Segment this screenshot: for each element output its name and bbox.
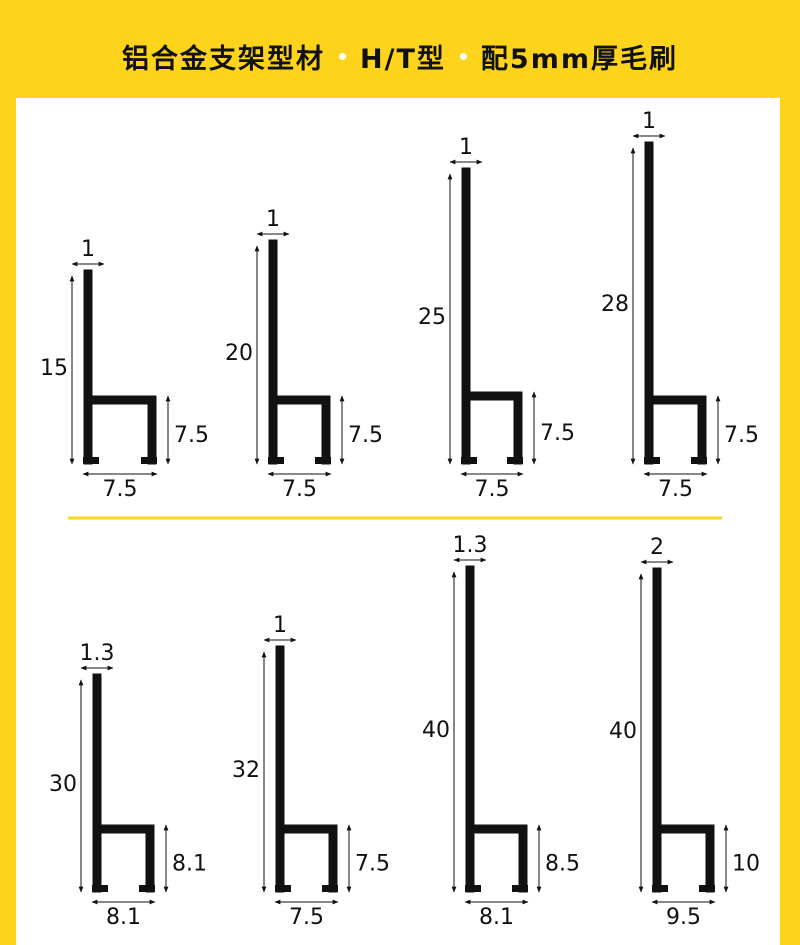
thickness-label: 1 (266, 207, 280, 232)
profile-foot (699, 885, 715, 892)
profile-foot (644, 457, 660, 464)
separator-dot (339, 52, 347, 60)
thickness-label: 1 (642, 109, 656, 134)
height-label: 40 (609, 719, 637, 744)
profile-foot (322, 885, 338, 892)
title-product: 铝合金支架型材 (122, 43, 326, 75)
leg-label: 7.5 (540, 421, 575, 446)
profile-foot (268, 457, 284, 464)
leg-label: 8.1 (172, 852, 207, 877)
profile-5: 30 1.3 8.1 8.1 (49, 641, 207, 930)
title-brush: 配5mm厚毛刷 (480, 43, 678, 75)
leg-label: 7.5 (724, 423, 759, 448)
thickness-label: 1.3 (453, 533, 488, 558)
profile-foot (315, 457, 331, 464)
height-label: 32 (232, 758, 260, 783)
leg-label: 7.5 (174, 423, 209, 448)
profile-foot (461, 457, 477, 464)
profile-shape (83, 269, 157, 465)
profile-shape (275, 645, 338, 893)
height-label: 30 (49, 772, 77, 797)
width-label: 9.5 (666, 905, 701, 930)
profile-6: 32 1 7.5 7.5 (232, 613, 390, 930)
profile-foot (139, 885, 155, 892)
leg-label: 8.5 (545, 852, 580, 877)
profile-foot (275, 885, 291, 892)
leg-label: 7.5 (348, 423, 383, 448)
thickness-label: 1 (81, 237, 95, 262)
title-type: H/T型 (360, 43, 446, 75)
profile-2: 20 1 7.5 7.5 (225, 207, 383, 502)
profiles-layer: 15 1 7.5 7.5 20 1 7.5 7.5 25 1 7.5 7.5 28 1 7.5 7.5 30 1.… (40, 109, 760, 930)
profile-foot (652, 885, 668, 892)
height-label: 40 (422, 718, 450, 743)
thickness-label: 1 (273, 613, 287, 638)
height-label: 20 (225, 341, 253, 366)
width-label: 7.5 (658, 477, 693, 502)
thickness-label: 1 (459, 135, 473, 160)
profile-8: 40 2 10 9.5 (609, 535, 760, 930)
header-banner: 铝合金支架型材 H/T型 配5mm厚毛刷 (0, 0, 800, 98)
profile-foot (83, 457, 99, 464)
thickness-label: 1.3 (80, 641, 115, 666)
width-label: 7.5 (103, 477, 138, 502)
width-label: 7.5 (289, 905, 324, 930)
width-label: 7.5 (475, 477, 510, 502)
profile-shape (652, 567, 715, 893)
profile-foot (507, 457, 523, 464)
height-label: 15 (40, 356, 68, 381)
profile-foot (465, 885, 481, 892)
profile-shape (644, 141, 707, 465)
title-pill: 铝合金支架型材 H/T型 配5mm厚毛刷 (55, 22, 745, 90)
width-label: 7.5 (282, 477, 317, 502)
profile-shape (268, 239, 331, 465)
profile-foot (92, 885, 108, 892)
height-label: 28 (601, 292, 629, 317)
profile-shape (92, 673, 155, 893)
profile-1: 15 1 7.5 7.5 (40, 237, 209, 502)
profile-foot (141, 457, 157, 464)
profile-foot (691, 457, 707, 464)
thickness-label: 2 (650, 535, 664, 560)
profile-4: 28 1 7.5 7.5 (601, 109, 759, 502)
profile-shape (465, 565, 528, 893)
profile-foot (512, 885, 528, 892)
width-label: 8.1 (106, 905, 141, 930)
height-label: 25 (418, 305, 446, 330)
separator-dot (459, 52, 467, 60)
leg-label: 10 (732, 852, 760, 877)
profile-shape (461, 167, 523, 465)
profile-3: 25 1 7.5 7.5 (418, 135, 575, 502)
width-label: 8.1 (479, 905, 514, 930)
profile-7: 40 1.3 8.5 8.1 (422, 533, 580, 930)
leg-label: 7.5 (355, 852, 390, 877)
